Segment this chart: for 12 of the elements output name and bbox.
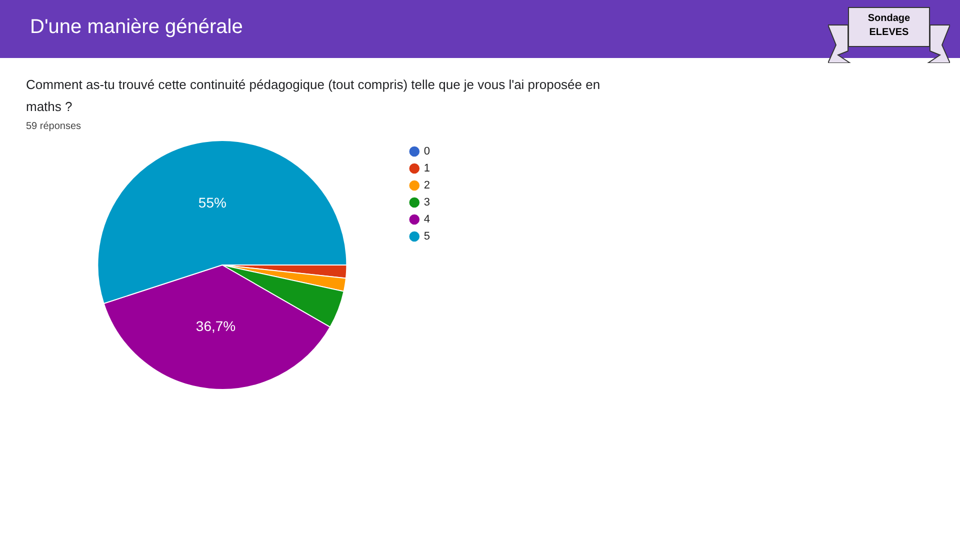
data-label: 36,7% xyxy=(196,318,236,334)
legend-label: 1 xyxy=(424,162,430,175)
legend-label: 5 xyxy=(424,230,430,243)
text: Sondage ELEVES xyxy=(848,7,930,47)
legend-label: 4 xyxy=(424,214,430,226)
text: 59 réponses xyxy=(26,121,82,132)
legend-label: 2 xyxy=(424,180,430,192)
legend-label: 3 xyxy=(424,196,430,209)
chart-title: D'une manière générale xyxy=(30,16,243,39)
legend-label: 0 xyxy=(424,146,430,158)
data-label: 55% xyxy=(198,194,226,210)
chart-subtitle: Comment as-tu trouvé cette continuité pédagogique (tout compris) telle que je vous l'ai proposée en maths ? xyxy=(26,76,602,116)
